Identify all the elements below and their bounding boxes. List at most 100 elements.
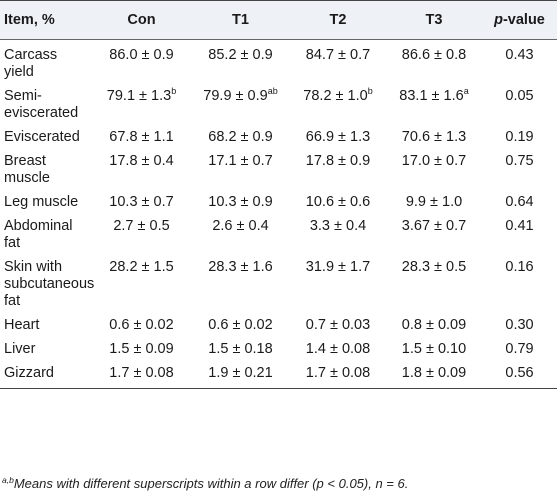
cell-con: 1.7 ± 0.08 xyxy=(92,358,191,389)
table-row: Skin with subcutaneous fat 28.2 ± 1.5 28.3… xyxy=(0,252,557,310)
row-item-label: Liver xyxy=(4,341,36,357)
cell-t2: 84.7 ± 0.7 xyxy=(290,40,386,82)
cell-value: 66.9 ± 1.3 xyxy=(305,129,371,145)
header-con: Con xyxy=(92,0,191,40)
cell-value: 86.6 ± 0.8 xyxy=(401,47,467,63)
cell-con: 86.0 ± 0.9 xyxy=(92,40,191,82)
cell-value: 17.0 ± 0.7 xyxy=(401,153,467,169)
footnote-text: Means with different superscripts within… xyxy=(13,476,409,491)
cell-p-value: 0.64 xyxy=(505,194,534,210)
cell-value: 1.7 ± 0.08 xyxy=(305,365,371,381)
cell-value: 28.3 ± 1.6 xyxy=(208,259,273,275)
cell-t3: 1.5 ± 0.10 xyxy=(386,334,482,358)
cell-t2: 78.2 ± 1.0b xyxy=(290,81,386,122)
cell-value: 17.8 ± 0.4 xyxy=(109,153,174,169)
cell-p-value: 0.16 xyxy=(505,259,534,275)
cell-t1: 10.3 ± 0.9 xyxy=(191,187,290,211)
cell-value: 1.7 ± 0.08 xyxy=(109,365,174,381)
table-row: Heart 0.6 ± 0.02 0.6 ± 0.02 0.7 ± 0.03 0.8 ±… xyxy=(0,310,557,334)
cell-value: 31.9 ± 1.7 xyxy=(305,259,371,275)
cell-t1: 17.1 ± 0.7 xyxy=(191,146,290,187)
cell-t3: 1.8 ± 0.09 xyxy=(386,358,482,389)
cell-t3: 86.6 ± 0.8 xyxy=(386,40,482,82)
cell-value: 79.1 ± 1.3 xyxy=(106,88,172,104)
cell-superscript: b xyxy=(171,86,177,96)
row-item-label: Eviscerated xyxy=(4,129,80,145)
cell-value: 67.8 ± 1.1 xyxy=(109,129,174,145)
cell-value: 70.6 ± 1.3 xyxy=(401,129,467,145)
cell-value: 28.3 ± 0.5 xyxy=(401,259,467,275)
row-item-label: Semi-eviscerated xyxy=(4,88,79,121)
header-p-suffix: -value xyxy=(502,12,545,28)
cell-t2: 1.4 ± 0.08 xyxy=(290,334,386,358)
cell-value: 28.2 ± 1.5 xyxy=(109,259,174,275)
cell-value: 0.7 ± 0.03 xyxy=(305,317,371,333)
cell-t2: 1.7 ± 0.08 xyxy=(290,358,386,389)
table-header-row: Item, % Con T1 T2 T3 p-value xyxy=(0,0,557,40)
cell-t3: 9.9 ± 1.0 xyxy=(386,187,482,211)
row-item-label: Breast muscle xyxy=(4,153,50,186)
cell-value: 1.5 ± 0.10 xyxy=(401,341,467,357)
cell-value: 1.8 ± 0.09 xyxy=(401,365,467,381)
cell-p-value: 0.43 xyxy=(505,47,534,63)
cell-p-value: 0.19 xyxy=(505,129,534,145)
row-item-label: Gizzard xyxy=(0,358,92,389)
row-item-label: Leg muscle xyxy=(4,194,79,210)
row-item-label: Heart xyxy=(4,317,40,333)
header-t3: T3 xyxy=(386,0,482,40)
cell-p-value: 0.75 xyxy=(505,153,534,169)
table-footnote: a,bMeans with different superscripts wit… xyxy=(2,476,408,491)
cell-t1: 1.5 ± 0.18 xyxy=(191,334,290,358)
table-row: Gizzard 1.7 ± 0.08 1.9 ± 0.21 1.7 ± 0.08 1.8… xyxy=(0,358,557,389)
table-row: Abdominal fat 2.7 ± 0.5 2.6 ± 0.4 3.3 ± 0.4… xyxy=(0,211,557,252)
cell-t1: 85.2 ± 0.9 xyxy=(191,40,290,82)
cell-value: 2.7 ± 0.5 xyxy=(113,218,170,234)
table-row: Liver 1.5 ± 0.09 1.5 ± 0.18 1.4 ± 0.08 1.5 ±… xyxy=(0,334,557,358)
table-body: Carcass yield 86.0 ± 0.9 85.2 ± 0.9 84.7 ± … xyxy=(0,40,557,389)
cell-con: 2.7 ± 0.5 xyxy=(92,211,191,252)
cell-value: 1.5 ± 0.18 xyxy=(208,341,273,357)
cell-superscript: b xyxy=(367,86,373,96)
cell-t3: 70.6 ± 1.3 xyxy=(386,122,482,146)
row-item-label: Skin with subcutaneous fat xyxy=(4,259,95,309)
cell-t2: 3.3 ± 0.4 xyxy=(290,211,386,252)
cell-t3: 17.0 ± 0.7 xyxy=(386,146,482,187)
cell-t1: 79.9 ± 0.9ab xyxy=(191,81,290,122)
cell-value: 1.9 ± 0.21 xyxy=(208,365,273,381)
cell-value: 10.3 ± 0.7 xyxy=(109,194,174,210)
cell-t1: 68.2 ± 0.9 xyxy=(191,122,290,146)
cell-t2: 31.9 ± 1.7 xyxy=(290,252,386,310)
cell-con: 17.8 ± 0.4 xyxy=(92,146,191,187)
cell-t3: 3.67 ± 0.7 xyxy=(386,211,482,252)
cell-con: 1.5 ± 0.09 xyxy=(92,334,191,358)
cell-value: 1.4 ± 0.08 xyxy=(305,341,371,357)
cell-value: 78.2 ± 1.0 xyxy=(303,88,368,104)
cell-p-value: 0.79 xyxy=(505,341,534,357)
header-t1: T1 xyxy=(191,0,290,40)
cell-value: 9.9 ± 1.0 xyxy=(405,194,463,210)
cell-p-value: 0.56 xyxy=(482,358,557,389)
cell-value: 84.7 ± 0.7 xyxy=(305,47,371,63)
cell-t3: 0.8 ± 0.09 xyxy=(386,310,482,334)
cell-value: 17.1 ± 0.7 xyxy=(208,153,273,169)
cell-t1: 28.3 ± 1.6 xyxy=(191,252,290,310)
cell-superscript: a xyxy=(463,86,469,96)
row-item-label: Carcass yield xyxy=(4,47,58,80)
cell-t3: 83.1 ± 1.6a xyxy=(386,81,482,122)
cell-value: 0.6 ± 0.02 xyxy=(109,317,174,333)
cell-value: 17.8 ± 0.9 xyxy=(305,153,371,169)
table-row: Leg muscle 10.3 ± 0.7 10.3 ± 0.9 10.6 ± 0.6… xyxy=(0,187,557,211)
header-p-value: p-value xyxy=(482,0,557,40)
cell-t2: 0.7 ± 0.03 xyxy=(290,310,386,334)
cell-value: 83.1 ± 1.6 xyxy=(399,88,464,104)
cell-con: 79.1 ± 1.3b xyxy=(92,81,191,122)
cell-value: 85.2 ± 0.9 xyxy=(208,47,273,63)
cell-t1: 1.9 ± 0.21 xyxy=(191,358,290,389)
cell-t2: 17.8 ± 0.9 xyxy=(290,146,386,187)
footnote-superscript: a,b xyxy=(2,475,14,485)
cell-value: 68.2 ± 0.9 xyxy=(208,129,273,145)
cell-con: 0.6 ± 0.02 xyxy=(92,310,191,334)
cell-value: 79.9 ± 0.9 xyxy=(203,88,268,104)
cell-value: 3.3 ± 0.4 xyxy=(309,218,367,234)
cell-con: 67.8 ± 1.1 xyxy=(92,122,191,146)
